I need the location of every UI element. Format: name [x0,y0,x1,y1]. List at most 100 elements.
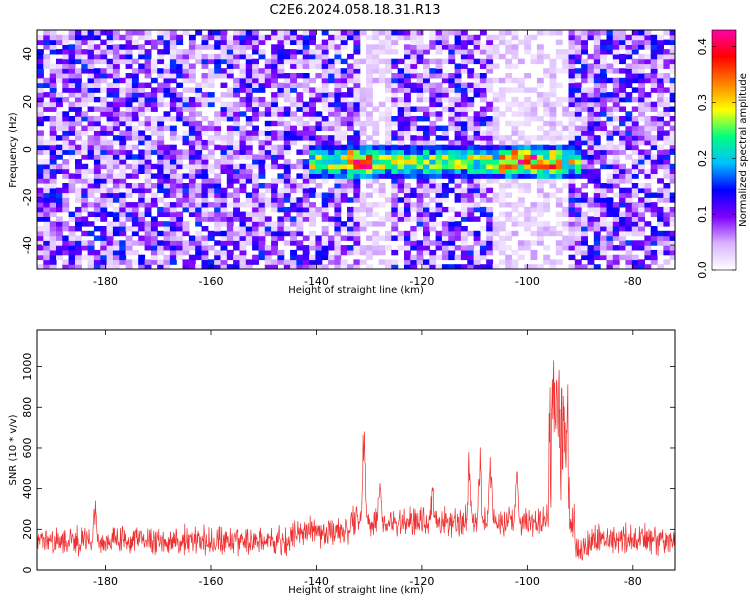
spectrogram-cell [347,101,354,108]
spectrogram-cell [669,82,675,88]
spectrogram-cell [340,163,348,170]
spectrogram-cell [486,259,494,265]
spectrogram-cell [169,202,177,208]
spectrogram-cell [106,168,114,174]
spectrogram-cell [467,96,475,103]
spectrogram-cell [296,63,304,69]
spectrogram-cell [277,249,285,256]
spectrogram-cell [315,125,323,131]
spectrogram-cell [138,111,146,117]
spectrogram-cell [75,192,82,198]
spectrogram-cell [119,245,127,251]
spectrogram-cell [49,254,57,261]
spectrogram-cell [473,87,481,93]
spectrogram-cell [226,226,234,232]
spectrogram-cell [93,135,101,141]
spectrogram-cell [87,120,95,127]
spectrogram-cell [517,87,525,93]
spectrogram-cell [568,73,576,79]
spectrogram-cell [631,216,639,222]
spectrogram-cell [448,226,456,232]
spectrogram-cell [239,68,247,74]
spectrogram-cell [157,120,165,127]
spectrogram-cell [454,111,462,117]
spectrogram-cell [125,240,133,246]
colorbar-label: Normalized spectral amplitude [738,73,749,227]
spectrogram-cell [321,240,329,246]
spectrogram-cell [81,116,89,122]
spectrogram-cell [87,58,95,65]
spectrogram-cell [150,240,158,246]
spectrogram-cell [131,202,139,208]
spectrogram-cell [404,183,411,189]
spectrogram-cell [201,235,209,241]
spectrogram-cell [239,226,247,232]
spectrogram-cell [568,30,576,36]
spectrogram-cell [644,173,652,179]
spectrogram-cell [119,120,127,127]
spectrogram-cell [372,58,380,65]
spectrogram-cell [233,44,240,50]
spectrogram-cell [593,116,601,122]
spectrogram-cell [347,116,354,122]
spectrogram-cell [182,49,190,55]
spectrogram-cell [378,58,386,65]
spectrogram-cell [498,39,506,45]
spectrogram-cell [657,211,664,217]
spectrogram-cell [517,82,525,88]
spectrogram-cell [663,58,671,65]
spectrogram-cell [625,216,633,222]
spectrogram-cell [252,154,259,160]
spectrogram-cell [473,34,481,41]
spectrogram-cell [106,44,114,50]
spectrogram-cell [252,206,259,213]
spectrogram-cell [524,34,532,41]
spectrogram-cell [220,116,228,122]
spectrogram-cell [625,168,633,174]
spectrogram-cell [201,173,209,179]
spectrogram-cell [473,173,481,179]
spectrogram-cell [328,144,335,151]
spectrogram-cell [188,183,196,189]
spectrogram-cell [549,63,557,69]
spectrogram-cell [492,116,500,122]
spectrogram-cell [157,149,165,155]
spectrogram-cell [214,96,222,103]
spectrogram-cell [309,58,316,65]
spectrogram-cell [606,106,614,112]
spectrogram-cell [43,39,51,45]
spectrogram-cell [657,154,664,160]
spectrogram-cell [220,264,228,269]
spectrogram-cell [131,82,139,88]
spectrogram-cell [258,96,266,103]
spectrogram-cell [555,211,563,217]
spectrogram-cell [486,77,494,84]
spectrogram-cell [587,125,595,131]
spectrogram-cell [486,130,494,136]
spectrogram-cell [271,240,278,246]
spectrogram-cell [163,226,171,232]
spectrogram-cell [226,235,234,241]
spectrogram-cell [321,216,329,222]
spectrogram-cell [169,249,177,256]
spectrogram-cell [492,149,500,155]
spectrogram-cell [277,120,285,127]
spectrogram-cell [62,149,70,155]
spectrogram-cell [81,68,89,74]
spectrogram-cell [486,197,494,203]
spectrogram-cell [663,63,671,69]
spectrogram-cell [479,44,487,50]
spectrogram-cell [296,163,304,170]
spectrogram-cell [131,125,139,131]
spectrogram-cell [150,192,158,198]
spectrogram-cell [334,202,342,208]
spectrogram-cell [650,192,658,198]
spectrogram-cell [460,216,468,222]
spectrogram-cell [536,192,544,198]
spectrogram-cell [220,154,228,160]
spectrogram-cell [138,197,146,203]
spectrogram-cell [271,106,278,112]
spectrogram-cell [81,49,89,55]
spectrogram-cell [416,125,424,131]
spectrogram-cell [220,144,228,151]
